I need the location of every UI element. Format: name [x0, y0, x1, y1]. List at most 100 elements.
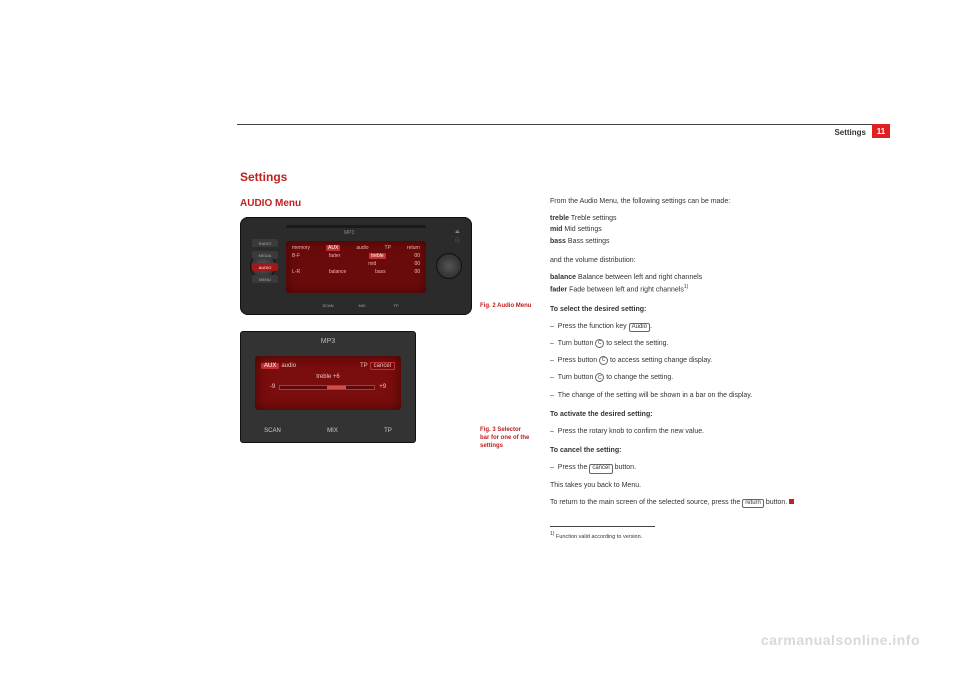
treble-t: Treble settings — [569, 215, 616, 222]
detail-audio: audio — [281, 363, 296, 369]
fn-sup: 1) — [550, 531, 554, 537]
detail-tp-bottom: TP — [384, 428, 392, 434]
mix-button: MIX — [350, 302, 374, 309]
ret-a: To return to the main screen of the sele… — [550, 499, 742, 506]
screen-bf: B-F — [292, 253, 300, 259]
screen-memory: memory — [292, 245, 310, 251]
s1a: Press the function key — [558, 323, 629, 330]
screen-tp: TP — [385, 245, 391, 251]
screen-treble: treble — [369, 253, 386, 259]
s5: The change of the setting will be shown … — [558, 392, 752, 399]
circle-c1: C — [595, 339, 604, 348]
right-knob — [436, 253, 462, 279]
treble-b: treble — [550, 215, 569, 222]
bar-fill — [327, 386, 346, 389]
bass-b: bass — [550, 238, 566, 245]
footnote-text: Function valid according to version. — [556, 534, 642, 540]
c1a: Press the — [558, 464, 590, 471]
cd-slot — [286, 225, 426, 228]
fig3-caption: Fig. 3 Selector bar for one of the setti… — [480, 427, 532, 450]
screen-aux: AUX — [326, 245, 340, 251]
h-cancel: To cancel the setting: — [550, 447, 621, 454]
media-button: MEDIA — [252, 251, 278, 259]
dash6: – — [550, 428, 554, 435]
detail-mix: MIX — [327, 428, 338, 434]
circle-c3: C — [595, 373, 604, 382]
menu-button: MENU — [252, 275, 278, 283]
info-icon: ⓘ — [455, 237, 460, 244]
mid-b: mid — [550, 226, 562, 233]
dash2: – — [550, 340, 554, 347]
fader-b: fader — [550, 286, 567, 293]
h-activate: To activate the desired setting: — [550, 411, 653, 418]
balance-t: Balance between left and right channels — [576, 274, 702, 281]
s4a: Turn button — [558, 374, 596, 381]
key-return: return — [742, 499, 764, 508]
detail-treble-label: treble +6 — [316, 374, 340, 380]
eject-icon: ⏏ — [455, 229, 460, 235]
body-text: From the Audio Menu, the following setti… — [550, 196, 880, 542]
screen-return: return — [407, 245, 420, 251]
audio-button: AUDIO — [252, 263, 278, 271]
detail-screen: MP3 AUX audio TP cancel treble +6 -9 +9 — [240, 331, 416, 443]
bass-t: Bass settings — [566, 238, 610, 245]
dash5: – — [550, 392, 554, 399]
c1b: button. — [613, 464, 636, 471]
detail-scan: SCAN — [264, 428, 281, 434]
s2a: Turn button — [558, 340, 596, 347]
balance-b: balance — [550, 274, 576, 281]
s2b: to select the setting. — [604, 340, 668, 347]
key-cancel: cancel — [589, 464, 612, 473]
radio-button: RADIO — [252, 239, 278, 247]
back: This takes you back to Menu. — [550, 480, 880, 491]
screen-mid: mid — [368, 261, 376, 267]
fader-t: Fade between left and right channels — [567, 286, 684, 293]
a1: Press the rotary knob to confirm the new… — [558, 428, 704, 435]
mp3-label: MP3 — [344, 230, 354, 236]
page-number: 11 — [872, 124, 890, 138]
scan-button: SCAN — [316, 302, 340, 309]
ret-b: button. — [764, 499, 787, 506]
detail-tp: TP — [360, 363, 368, 369]
dash3: – — [550, 357, 554, 364]
intro: From the Audio Menu, the following setti… — [550, 196, 880, 207]
screen-treble-val: 00 — [414, 253, 420, 259]
radio-screen: memory AUX audio TP return B-F fader tre… — [286, 241, 426, 293]
screen-audio: audio — [356, 245, 368, 251]
detail-aux: AUX — [261, 363, 279, 369]
bar-max: +9 — [379, 384, 386, 390]
radio-unit: MP3 RADIO MEDIA AUDIO MENU ⏏ ⓘ memory AU… — [240, 217, 472, 315]
watermark: carmanualsonline.info — [761, 632, 920, 648]
detail-display: AUX audio TP cancel treble +6 -9 +9 — [255, 356, 401, 410]
bar-track — [279, 385, 375, 390]
mid-t: Mid settings — [562, 226, 601, 233]
s4b: to change the setting. — [604, 374, 673, 381]
right-icons: ⏏ ⓘ — [455, 229, 460, 244]
fader-sup: 1) — [684, 284, 688, 290]
figure-selector-bar: MP3 AUX audio TP cancel treble +6 -9 +9 — [240, 331, 530, 443]
dash7: – — [550, 464, 554, 471]
s3b: to access setting change display. — [608, 357, 712, 364]
screen-lr: L-R — [292, 269, 300, 275]
screen-mid-val: 00 — [414, 261, 420, 267]
screen-bass-val: 00 — [414, 269, 420, 275]
page-header: Settings 11 — [237, 124, 890, 138]
fig2-caption: Fig. 2 Audio Menu — [480, 303, 532, 311]
bar-min: -9 — [270, 384, 275, 390]
screen-balance: balance — [329, 269, 347, 275]
section-label: Settings — [834, 128, 866, 137]
end-marker — [789, 499, 794, 504]
screen-bass: bass — [375, 269, 386, 275]
screen-fader: fader — [329, 253, 340, 259]
detail-cancel: cancel — [370, 362, 395, 370]
footnote-rule — [550, 526, 655, 527]
circle-c2: C — [599, 356, 608, 365]
dash4: – — [550, 374, 554, 381]
dash1: – — [550, 323, 554, 330]
s3a: Press button — [558, 357, 599, 364]
section-title: AUDIO Menu — [240, 198, 530, 209]
s1b: . — [650, 323, 652, 330]
detail-mp3: MP3 — [241, 338, 415, 345]
figure-audio-menu: MP3 RADIO MEDIA AUDIO MENU ⏏ ⓘ memory AU… — [240, 217, 530, 315]
page-title: Settings — [240, 170, 530, 184]
